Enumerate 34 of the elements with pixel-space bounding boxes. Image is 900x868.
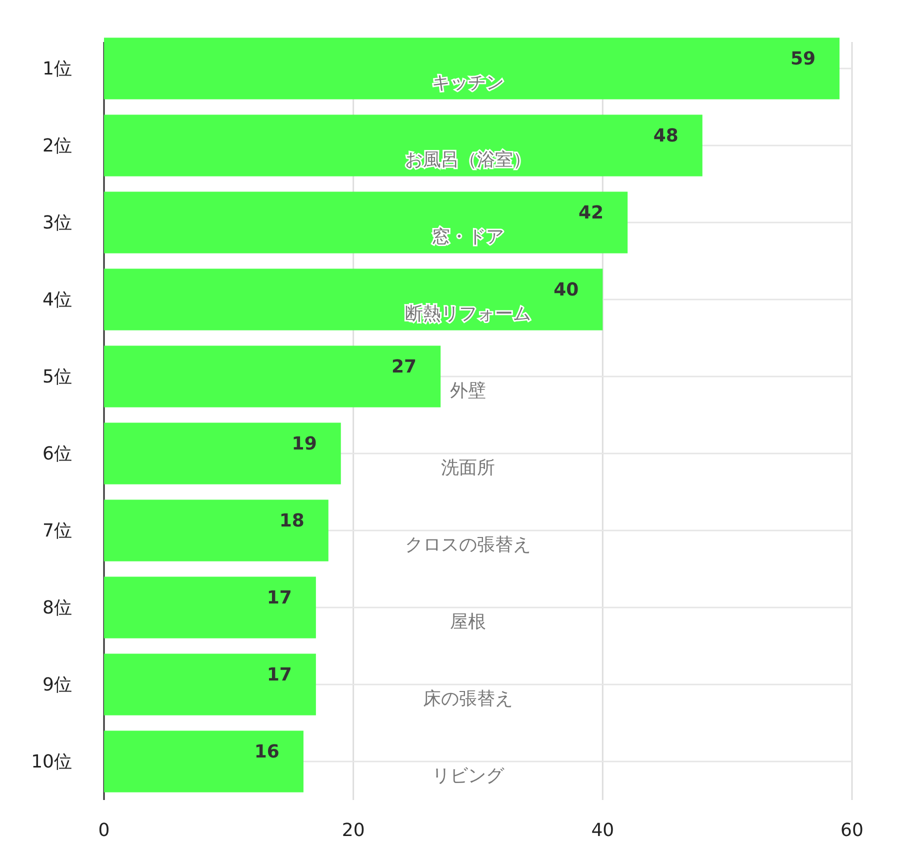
annotation: クロスの張替え: [405, 534, 531, 556]
data-label: 27: [392, 356, 417, 378]
data-label: 17: [266, 664, 292, 686]
x-tick-label: 0: [98, 820, 110, 841]
annotation: 断熱リフォーム: [405, 304, 531, 324]
annotation: 屋根: [450, 612, 486, 632]
y-tick-label: 7位: [42, 520, 72, 542]
annotation: 窓・ドア: [432, 226, 504, 248]
data-label: 17: [266, 588, 292, 608]
annotation: 床の張替え: [423, 688, 513, 710]
annotation: キッチン: [432, 72, 504, 94]
x-tick-label: 60: [840, 820, 864, 841]
y-tick-label: 8位: [42, 598, 72, 618]
annotation: お風呂（浴室）: [405, 150, 531, 170]
data-label: 48: [653, 126, 678, 146]
y-tick-label: 10位: [31, 752, 72, 772]
y-tick-label: 2位: [42, 136, 72, 156]
y-tick-label: 3位: [42, 212, 72, 234]
data-label: 18: [279, 510, 304, 532]
y-tick-label: 4位: [42, 290, 72, 310]
data-label: 16: [254, 742, 280, 762]
data-label: 40: [554, 280, 579, 300]
data-label: 42: [578, 202, 604, 224]
annotation: 洗面所: [441, 458, 495, 478]
annotation: リビング: [432, 766, 505, 786]
y-tick-label: 6位: [42, 444, 72, 464]
y-tick-label: 5位: [42, 366, 72, 388]
y-tick-label: 1位: [42, 58, 72, 80]
x-tick-label: 40: [591, 820, 614, 841]
annotation: 外壁: [450, 380, 486, 402]
y-tick-label: 9位: [42, 674, 72, 696]
data-label: 19: [292, 434, 317, 454]
x-tick-label: 20: [342, 820, 365, 841]
data-label: 59: [790, 48, 816, 70]
